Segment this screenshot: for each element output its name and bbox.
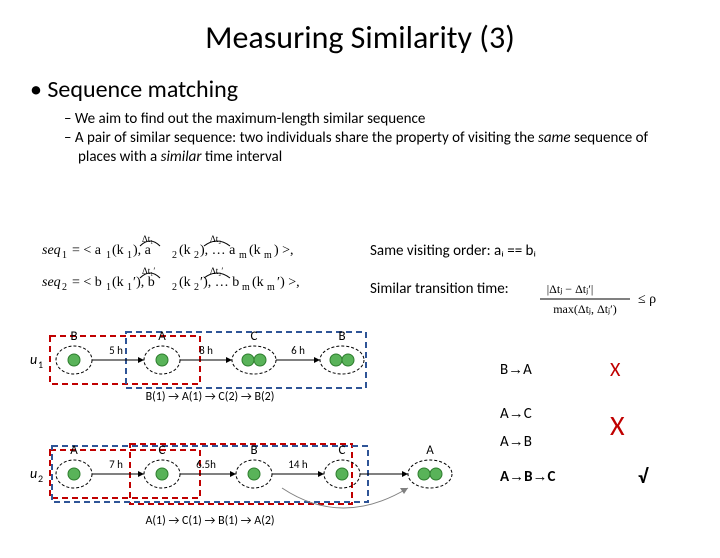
svg-text:2: 2	[62, 282, 67, 293]
cond-order-expr: aᵢ == bᵢ	[494, 242, 536, 260]
svg-text:1: 1	[38, 358, 43, 371]
svg-text:max(Δtⱼ, Δtⱼ′): max(Δtⱼ, Δtⱼ′)	[553, 302, 617, 316]
result-row-2b: A→B	[500, 433, 710, 451]
svg-text:A(1) → C(1) → B(1) → A(2): A(1) → C(1) → B(1) → A(2)	[145, 514, 274, 528]
svg-text:′) >,: ′) >,	[277, 275, 300, 290]
svg-text:seq: seq	[42, 275, 61, 290]
svg-text:Δt₂′: Δt₂′	[210, 266, 223, 276]
svg-text:5 h: 5 h	[109, 344, 123, 357]
cond-order-label: Same visiting order:	[370, 242, 494, 260]
svg-text:B(1) → A(1) → C(2) → B(2): B(1) → A(1) → C(2) → B(2)	[146, 390, 275, 404]
svg-text:1: 1	[127, 250, 132, 261]
svg-text:m: m	[239, 250, 247, 261]
svg-text:m: m	[267, 282, 275, 293]
svg-text:2: 2	[194, 282, 199, 293]
svg-text:), a: ), a	[133, 243, 152, 258]
svg-text:|Δtⱼ − Δtⱼ′|: |Δtⱼ − Δtⱼ′|	[547, 282, 594, 296]
bullet-pair: – A pair of similar sequence: two indivi…	[64, 129, 680, 167]
svg-text:6.5h: 6.5h	[196, 458, 216, 471]
result-3-label: A→B→C	[500, 468, 600, 486]
svg-text:(k: (k	[179, 275, 191, 290]
bullet-l2b-prefix: A pair of similar sequence: two individu…	[75, 129, 538, 147]
bullet-l2b-similar: similar	[161, 148, 202, 166]
result-row-2a: A→C Χ	[500, 396, 710, 431]
svg-text:2: 2	[194, 250, 199, 261]
result-row-3: A→B→C √	[500, 465, 710, 489]
bullet-sequence-matching: • Sequence matching	[30, 75, 720, 104]
svg-text:C: C	[159, 443, 166, 458]
cond-time-label: Similar transition time:	[370, 280, 509, 298]
svg-text:1: 1	[106, 282, 111, 293]
svg-text:Δt₂: Δt₂	[210, 234, 221, 244]
svg-text:B: B	[70, 329, 77, 344]
svg-text:A: A	[158, 329, 166, 344]
svg-text:= < a: = < a	[72, 243, 102, 258]
svg-text:(k: (k	[179, 243, 191, 258]
sequence-definitions: seq 1 = < a 1 (k 1 ), a 2 (k 2 ), … a m …	[42, 234, 362, 303]
svg-text:B: B	[250, 443, 257, 458]
svg-text:(k: (k	[112, 243, 124, 258]
condition-time: Similar transition time:	[370, 280, 509, 298]
bullet-l2a-text: We aim to find out the maximum-length si…	[75, 110, 425, 128]
sequence-diagram: u1 B A C B 5 h 8 h	[30, 328, 450, 538]
svg-text:Δt₁: Δt₁	[142, 234, 153, 244]
svg-text:m: m	[264, 250, 272, 261]
condition-order: Same visiting order: aᵢ == bᵢ	[370, 242, 536, 260]
result-1-mark: Χ	[610, 358, 620, 382]
svg-text:) >,: ) >,	[274, 243, 294, 258]
svg-text:= < b: = < b	[72, 275, 102, 290]
result-2-mark: Χ	[610, 408, 625, 443]
svg-text:u: u	[30, 351, 37, 368]
svg-text:Δt₁′: Δt₁′	[142, 266, 155, 276]
svg-text:A: A	[70, 443, 78, 458]
svg-text:′), b: ′), b	[133, 275, 155, 290]
svg-text:1: 1	[106, 250, 111, 261]
svg-text:(k: (k	[252, 275, 264, 290]
svg-text:seq: seq	[42, 243, 61, 258]
seq-svg: seq 1 = < a 1 (k 1 ), a 2 (k 2 ), … a m …	[42, 234, 362, 298]
svg-text:1: 1	[62, 250, 67, 261]
page-title: Measuring Similarity (3)	[0, 18, 720, 57]
bullet-l2b-same: same	[538, 129, 571, 147]
bullet-aim: – We aim to find out the maximum-length …	[64, 110, 680, 129]
svg-text:A: A	[426, 443, 434, 458]
similarity-formula: |Δtⱼ − Δtⱼ′| max(Δtⱼ, Δtⱼ′) ≤ ρ	[540, 281, 690, 325]
svg-text:≤ ρ: ≤ ρ	[638, 292, 656, 307]
result-2a-label: A→C	[500, 405, 580, 423]
svg-text:8 h: 8 h	[199, 344, 213, 357]
result-2b-label: A→B	[500, 433, 580, 451]
svg-text:2: 2	[172, 250, 177, 261]
svg-text:6 h: 6 h	[291, 344, 305, 357]
svg-text:1: 1	[127, 282, 132, 293]
svg-text:(k: (k	[112, 275, 124, 290]
result-3-mark: √	[638, 465, 648, 489]
svg-text:u: u	[30, 465, 37, 482]
result-1-label: B→A	[500, 361, 580, 379]
svg-text:C: C	[339, 443, 346, 458]
svg-text:C: C	[251, 329, 258, 344]
svg-text:7 h: 7 h	[109, 458, 123, 471]
result-row-1: B→A Χ	[500, 358, 710, 382]
bullet-l2b-suffix: time interval	[202, 148, 283, 166]
svg-text:2: 2	[38, 472, 43, 485]
svg-text:2: 2	[172, 282, 177, 293]
svg-text:14 h: 14 h	[288, 458, 308, 471]
svg-text:(k: (k	[249, 243, 261, 258]
results-panel: B→A Χ A→C Χ A→B A→B→C √	[500, 358, 710, 503]
bullet-l1-text: Sequence matching	[47, 75, 238, 104]
svg-text:m: m	[242, 282, 250, 293]
diagram-svg: u1 B A C B 5 h 8 h	[30, 328, 460, 548]
svg-text:B: B	[338, 329, 345, 344]
